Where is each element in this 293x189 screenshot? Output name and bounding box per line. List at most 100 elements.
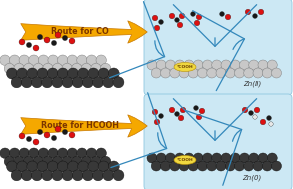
Circle shape — [196, 14, 202, 20]
Circle shape — [230, 60, 240, 70]
Circle shape — [62, 129, 68, 135]
Circle shape — [68, 68, 79, 79]
Circle shape — [33, 156, 43, 167]
Circle shape — [253, 68, 263, 78]
Circle shape — [216, 68, 226, 78]
Circle shape — [196, 114, 202, 120]
Circle shape — [88, 68, 99, 79]
Circle shape — [244, 68, 254, 78]
Circle shape — [57, 68, 68, 79]
Circle shape — [57, 161, 68, 172]
Circle shape — [71, 156, 82, 167]
Circle shape — [37, 161, 48, 172]
Circle shape — [52, 63, 63, 74]
Circle shape — [159, 20, 163, 24]
Circle shape — [98, 68, 109, 79]
Circle shape — [188, 68, 198, 78]
FancyBboxPatch shape — [144, 94, 292, 189]
Circle shape — [33, 45, 39, 51]
Circle shape — [0, 55, 10, 65]
Circle shape — [0, 148, 10, 158]
Text: *COOH: *COOH — [177, 158, 193, 162]
Circle shape — [154, 25, 160, 31]
Circle shape — [179, 13, 185, 19]
Circle shape — [42, 170, 53, 181]
Circle shape — [159, 114, 163, 118]
Circle shape — [166, 60, 176, 70]
Circle shape — [194, 106, 198, 110]
Circle shape — [221, 153, 231, 163]
Circle shape — [72, 77, 83, 88]
Ellipse shape — [174, 63, 196, 71]
Circle shape — [156, 153, 166, 163]
Circle shape — [52, 77, 63, 88]
Circle shape — [100, 63, 111, 74]
Circle shape — [180, 107, 186, 113]
Circle shape — [225, 14, 231, 20]
Circle shape — [177, 22, 183, 28]
Circle shape — [103, 77, 114, 88]
Circle shape — [62, 63, 72, 74]
Circle shape — [267, 153, 277, 163]
Circle shape — [169, 107, 175, 113]
FancyArrowPatch shape — [21, 21, 147, 43]
Circle shape — [62, 156, 72, 167]
Circle shape — [244, 161, 254, 171]
FancyBboxPatch shape — [144, 0, 292, 95]
Circle shape — [38, 148, 49, 158]
Circle shape — [88, 161, 99, 172]
Circle shape — [82, 170, 93, 181]
Circle shape — [161, 68, 171, 78]
Circle shape — [169, 13, 175, 19]
Circle shape — [152, 15, 158, 21]
Circle shape — [48, 55, 58, 65]
Circle shape — [156, 60, 166, 70]
Circle shape — [67, 55, 78, 65]
Circle shape — [71, 63, 82, 74]
Circle shape — [184, 153, 194, 163]
Circle shape — [57, 55, 68, 65]
Circle shape — [113, 77, 124, 88]
Circle shape — [193, 153, 203, 163]
Circle shape — [82, 77, 93, 88]
Circle shape — [194, 20, 200, 26]
Text: Zn(Ⅱ): Zn(Ⅱ) — [243, 81, 261, 87]
Circle shape — [9, 148, 20, 158]
Circle shape — [62, 170, 73, 181]
Circle shape — [219, 12, 224, 16]
Circle shape — [216, 161, 226, 171]
Circle shape — [179, 68, 189, 78]
Circle shape — [234, 68, 244, 78]
Circle shape — [23, 156, 34, 167]
Circle shape — [38, 55, 49, 65]
Circle shape — [86, 55, 97, 65]
Circle shape — [19, 39, 25, 45]
Circle shape — [67, 148, 78, 158]
Circle shape — [77, 148, 87, 158]
Circle shape — [161, 161, 171, 171]
Circle shape — [21, 77, 32, 88]
Circle shape — [47, 161, 58, 172]
Circle shape — [248, 111, 253, 115]
Circle shape — [152, 109, 158, 115]
Text: Route for HCOOH: Route for HCOOH — [41, 122, 119, 130]
Ellipse shape — [174, 156, 196, 164]
Circle shape — [225, 161, 235, 171]
Circle shape — [4, 63, 15, 74]
Circle shape — [212, 60, 222, 70]
Circle shape — [202, 60, 212, 70]
Circle shape — [43, 156, 53, 167]
Circle shape — [272, 161, 282, 171]
Circle shape — [108, 68, 119, 79]
Circle shape — [267, 60, 277, 70]
Circle shape — [38, 34, 42, 40]
Circle shape — [188, 161, 198, 171]
Circle shape — [23, 63, 34, 74]
Circle shape — [14, 156, 24, 167]
Circle shape — [91, 63, 101, 74]
Circle shape — [258, 9, 264, 15]
Circle shape — [207, 68, 217, 78]
Circle shape — [253, 161, 263, 171]
Circle shape — [191, 12, 195, 16]
Circle shape — [43, 63, 53, 74]
